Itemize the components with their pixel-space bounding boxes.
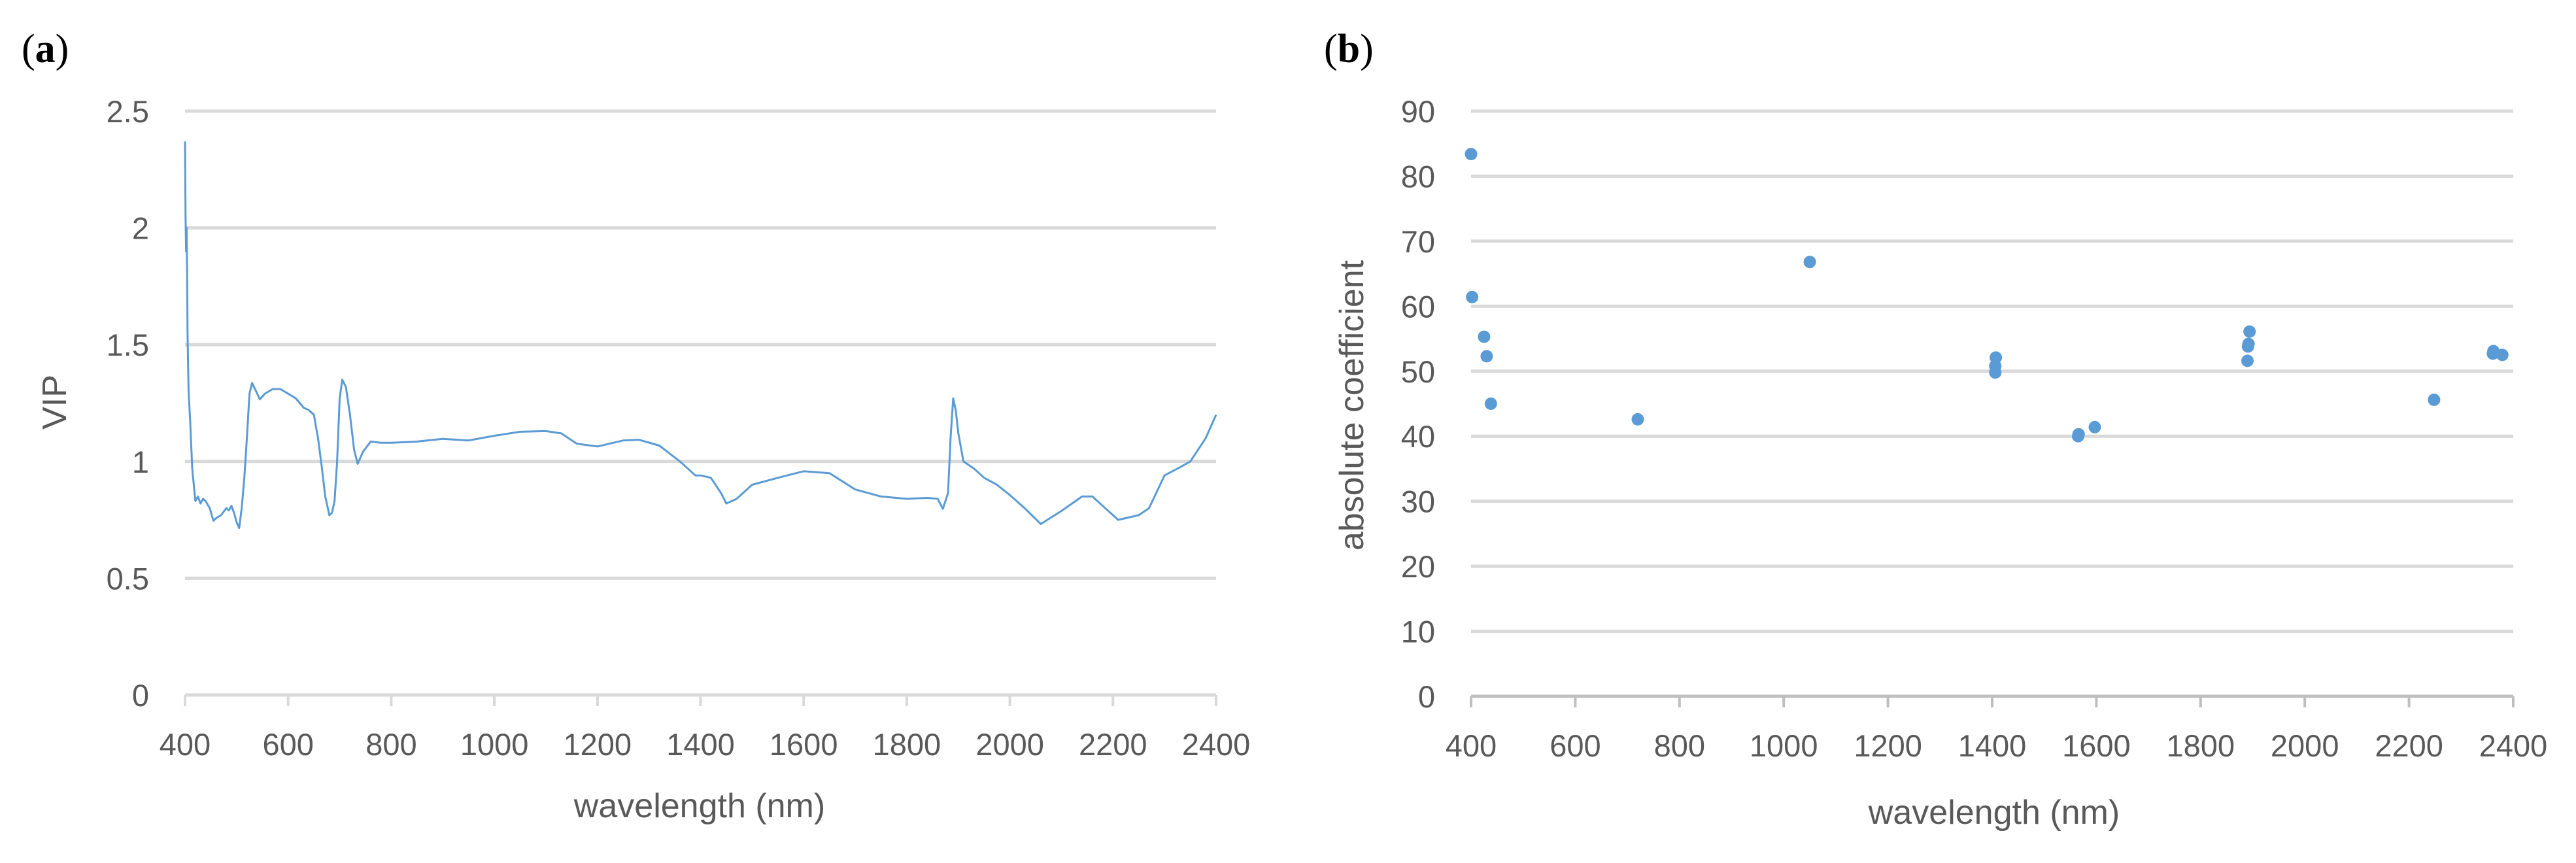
data-point-marker [2072,428,2085,441]
data-point-marker [1990,351,2003,364]
x-tick-label: 1400 [1958,728,2027,763]
panel-a-paren-close: ) [55,27,69,71]
chart-b-y-ticks: 0 10 20 30 40 50 60 70 80 90 [1401,94,1435,714]
panel-b-paren-close: ) [1360,27,1374,71]
y-tick-label: 30 [1401,484,1435,519]
x-tick-label: 2200 [2375,728,2443,763]
y-tick-label: 20 [1401,549,1435,584]
data-point-marker [1480,350,1493,363]
y-tick-label: 70 [1401,224,1435,259]
chart-b-data-points [1465,148,2509,443]
data-point-marker [1466,290,1479,303]
y-tick-label: 2 [132,211,149,246]
data-point-marker [1631,413,1644,426]
y-tick-label: 80 [1401,159,1435,194]
x-tick-label: 2200 [1079,727,1147,762]
data-point-marker [1465,148,1478,161]
panel-b-letter: b [1337,27,1361,71]
data-point-marker [1478,330,1491,343]
x-tick-label: 1000 [460,727,529,762]
data-point-marker [2496,348,2509,362]
data-point-marker [2242,337,2255,350]
chart-a-x-axis-title: wavelength (nm) [573,787,825,825]
x-tick-label: 2000 [2271,728,2339,763]
x-tick-label: 2400 [1182,727,1251,762]
x-tick-label: 1600 [770,727,838,762]
chart-b-x-ticks: 400 600 800 1000 1200 1400 1600 1800 2000 2200 240… [1446,696,2547,763]
y-tick-label: 60 [1401,289,1435,324]
chart-a-y-axis-title: VIP [36,375,74,430]
data-point-marker [2428,394,2441,406]
data-point-marker [1803,256,1816,269]
y-tick-label: 10 [1401,615,1435,649]
chart-a-vip-series-line [184,141,1217,530]
x-tick-label: 1600 [2062,728,2131,763]
chart-a-x-ticks: 400 600 800 1000 1200 1400 1600 1800 2000 2200 240… [160,695,1250,762]
y-tick-label: 0 [132,678,149,713]
y-tick-label: 50 [1401,354,1435,389]
chart-b-gridlines [1471,109,2513,698]
data-point-marker [2088,420,2101,433]
panel-a-label: (a) [22,29,69,69]
x-tick-label: 600 [1550,728,1601,763]
chart-b-y-axis-title: absolute coefficient [1333,260,1371,550]
y-tick-label: 0 [1418,679,1435,714]
x-tick-label: 600 [262,727,313,762]
x-tick-label: 1200 [1854,728,1922,763]
panel-b-paren-open: ( [1324,27,1338,71]
x-tick-label: 400 [160,727,211,762]
x-tick-label: 2400 [2479,728,2548,763]
chart-a-vip-line: 400 600 800 1000 1200 1400 1600 1800 2000 2200 240… [36,94,1250,825]
panel-a-letter: a [35,27,56,71]
y-tick-label: 40 [1401,419,1435,454]
x-tick-label: 800 [1654,728,1705,763]
y-tick-label: 2.5 [107,94,149,129]
chart-b-coefficient-scatter: 400 600 800 1000 1200 1400 1600 1800 2000 2200 240… [1333,94,2547,832]
x-tick-label: 1800 [2167,728,2235,763]
x-tick-label: 1800 [873,727,941,762]
y-tick-label: 1.5 [107,328,149,362]
x-tick-label: 400 [1446,728,1497,763]
chart-b-x-axis-title: wavelength (nm) [1868,794,2120,832]
y-tick-label: 0.5 [107,561,149,596]
data-point-marker [1484,398,1497,410]
x-tick-label: 2000 [975,727,1044,762]
y-tick-label: 1 [132,445,149,479]
x-tick-label: 1400 [666,727,735,762]
data-point-marker [2241,354,2254,367]
panel-a-paren-open: ( [22,27,35,71]
chart-a-y-ticks: 0 0.5 1 1.5 2 2.5 [107,94,149,713]
panel-b-label: (b) [1324,29,1374,69]
x-tick-label: 1000 [1750,728,1818,763]
x-tick-label: 800 [365,727,416,762]
y-tick-label: 90 [1401,94,1435,129]
data-point-marker [2243,325,2256,338]
x-tick-label: 1200 [564,727,632,762]
